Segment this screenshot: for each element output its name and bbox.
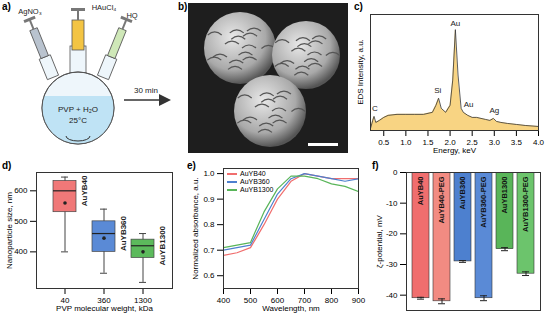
html-text:c): c) <box>354 1 363 12</box>
html-text:e): e) <box>187 160 196 171</box>
svg-text:-20: -20 <box>386 229 398 238</box>
svg-text:4.0: 4.0 <box>533 138 545 147</box>
svg-text:0: 0 <box>393 168 398 177</box>
svg-text:900: 900 <box>352 296 366 305</box>
svg-text:400: 400 <box>217 296 231 305</box>
svg-text:AuYB360-PEG: AuYB360-PEG <box>479 176 488 227</box>
svg-text:AuYB1300: AuYB1300 <box>500 177 509 214</box>
svg-text:2.5: 2.5 <box>466 138 478 148</box>
svg-text:AuYB360: AuYB360 <box>458 177 467 210</box>
html-text:a): a) <box>2 1 11 12</box>
svg-text:AgNO₃: AgNO₃ <box>18 7 41 16</box>
svg-text:AuYB40: AuYB40 <box>80 175 89 206</box>
svg-text:1300: 1300 <box>134 296 152 306</box>
svg-text:500: 500 <box>244 296 258 305</box>
svg-text:Nanoparticle size, nm: Nanoparticle size, nm <box>5 192 14 269</box>
svg-text:Energy, keV: Energy, keV <box>433 146 477 155</box>
svg-text:25°C: 25°C <box>69 116 87 125</box>
svg-text:AuYB40: AuYB40 <box>416 177 425 206</box>
svg-text:AuYB40-PEG: AuYB40-PEG <box>437 176 446 223</box>
html-text:d): d) <box>2 160 12 171</box>
svg-text:500: 500 <box>14 217 28 226</box>
svg-text:30 min: 30 min <box>134 86 158 95</box>
svg-text:3.5: 3.5 <box>511 138 523 147</box>
svg-text:0.7: 0.7 <box>203 246 215 255</box>
svg-text:AuYB1300-PEG: AuYB1300-PEG <box>521 176 530 232</box>
svg-text:-40: -40 <box>386 291 398 300</box>
svg-text:AuYB360: AuYB360 <box>119 215 128 251</box>
svg-text:PVP + H₂O: PVP + H₂O <box>58 105 98 114</box>
html-text:b): b) <box>178 1 188 12</box>
html-text:AuYB1300: AuYB1300 <box>240 186 274 193</box>
svg-text:400: 400 <box>14 247 28 256</box>
svg-text:Au: Au <box>464 100 474 109</box>
svg-text:0.5: 0.5 <box>378 138 390 147</box>
svg-text:1.0: 1.0 <box>400 138 412 147</box>
svg-text:40: 40 <box>60 296 70 306</box>
svg-text:0.6: 0.6 <box>203 271 215 280</box>
svg-text:600: 600 <box>270 296 285 306</box>
svg-text:PVP molecular weight, kDa: PVP molecular weight, kDa <box>56 304 153 313</box>
svg-text:600: 600 <box>14 186 28 195</box>
svg-text:360: 360 <box>97 296 111 306</box>
svg-text:2.0: 2.0 <box>444 138 456 148</box>
svg-text:ζ-potential, mV: ζ-potential, mV <box>375 214 384 268</box>
svg-text:-10: -10 <box>386 199 398 208</box>
svg-text:Si: Si <box>434 86 441 95</box>
svg-text:700: 700 <box>297 296 312 306</box>
svg-text:Au: Au <box>450 19 460 28</box>
html-text:f): f) <box>372 160 379 171</box>
svg-text:AuYB1300: AuYB1300 <box>158 225 167 265</box>
svg-text:1.0: 1.0 <box>203 169 215 178</box>
svg-text:HQ: HQ <box>126 11 137 20</box>
html-text:EDS Intensity, a.u.: EDS Intensity, a.u. <box>355 39 365 105</box>
svg-text:1.5: 1.5 <box>422 138 434 148</box>
svg-text:3.0: 3.0 <box>489 138 501 147</box>
svg-text:C: C <box>372 104 378 113</box>
html-text:AuYB40: AuYB40 <box>240 170 266 177</box>
svg-text:HAuCl₄: HAuCl₄ <box>92 3 117 12</box>
svg-text:Normalized absorbance, a.u.: Normalized absorbance, a.u. <box>191 177 200 279</box>
svg-text:-30: -30 <box>386 260 398 269</box>
svg-text:0.9: 0.9 <box>203 195 215 204</box>
html-text:AuYB360: AuYB360 <box>240 178 270 185</box>
svg-text:Wavelength, nm: Wavelength, nm <box>262 304 320 313</box>
svg-text:Ag: Ag <box>489 106 499 115</box>
svg-text:800: 800 <box>325 296 339 305</box>
svg-text:0.8: 0.8 <box>203 220 215 229</box>
